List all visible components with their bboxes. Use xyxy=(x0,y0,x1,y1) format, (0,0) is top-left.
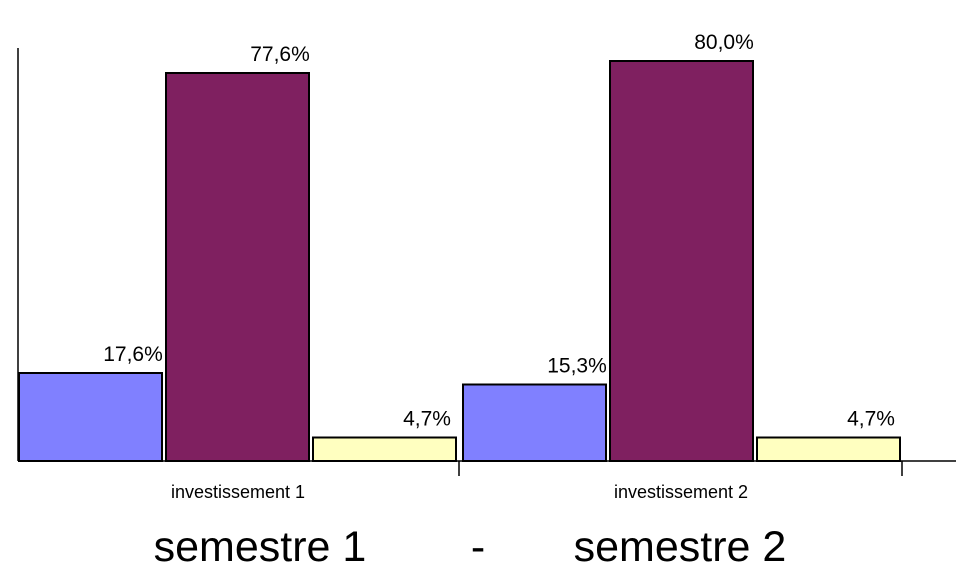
bar-1-1 xyxy=(18,372,163,462)
footer-right-text: semestre 2 xyxy=(574,523,787,570)
bar-2-2 xyxy=(609,60,754,462)
category-label-2: investissement 2 xyxy=(614,482,748,502)
category-label-1: investissement 1 xyxy=(171,482,305,502)
data-label-1-3: 4,7% xyxy=(403,408,451,431)
footer-separator: - xyxy=(471,523,485,570)
bar-1-3 xyxy=(312,436,457,462)
data-label-1-1: 17,6% xyxy=(103,343,163,366)
bar-2-3 xyxy=(756,436,901,462)
data-label-2-3: 4,7% xyxy=(847,408,895,431)
bars-layer xyxy=(18,60,901,462)
data-label-2-2: 80,0% xyxy=(694,31,754,54)
bar-1-2 xyxy=(165,72,310,462)
category-labels-layer: investissement 1 investissement 2 xyxy=(171,482,748,502)
data-label-1-2: 77,6% xyxy=(250,43,310,66)
data-label-2-1: 15,3% xyxy=(547,355,607,378)
data-labels-layer: 17,6% 77,6% 4,7% 15,3% 80,0% 4,7% xyxy=(103,31,895,431)
footer-left-text: semestre 1 xyxy=(154,523,367,570)
bar-2-1 xyxy=(462,383,607,462)
